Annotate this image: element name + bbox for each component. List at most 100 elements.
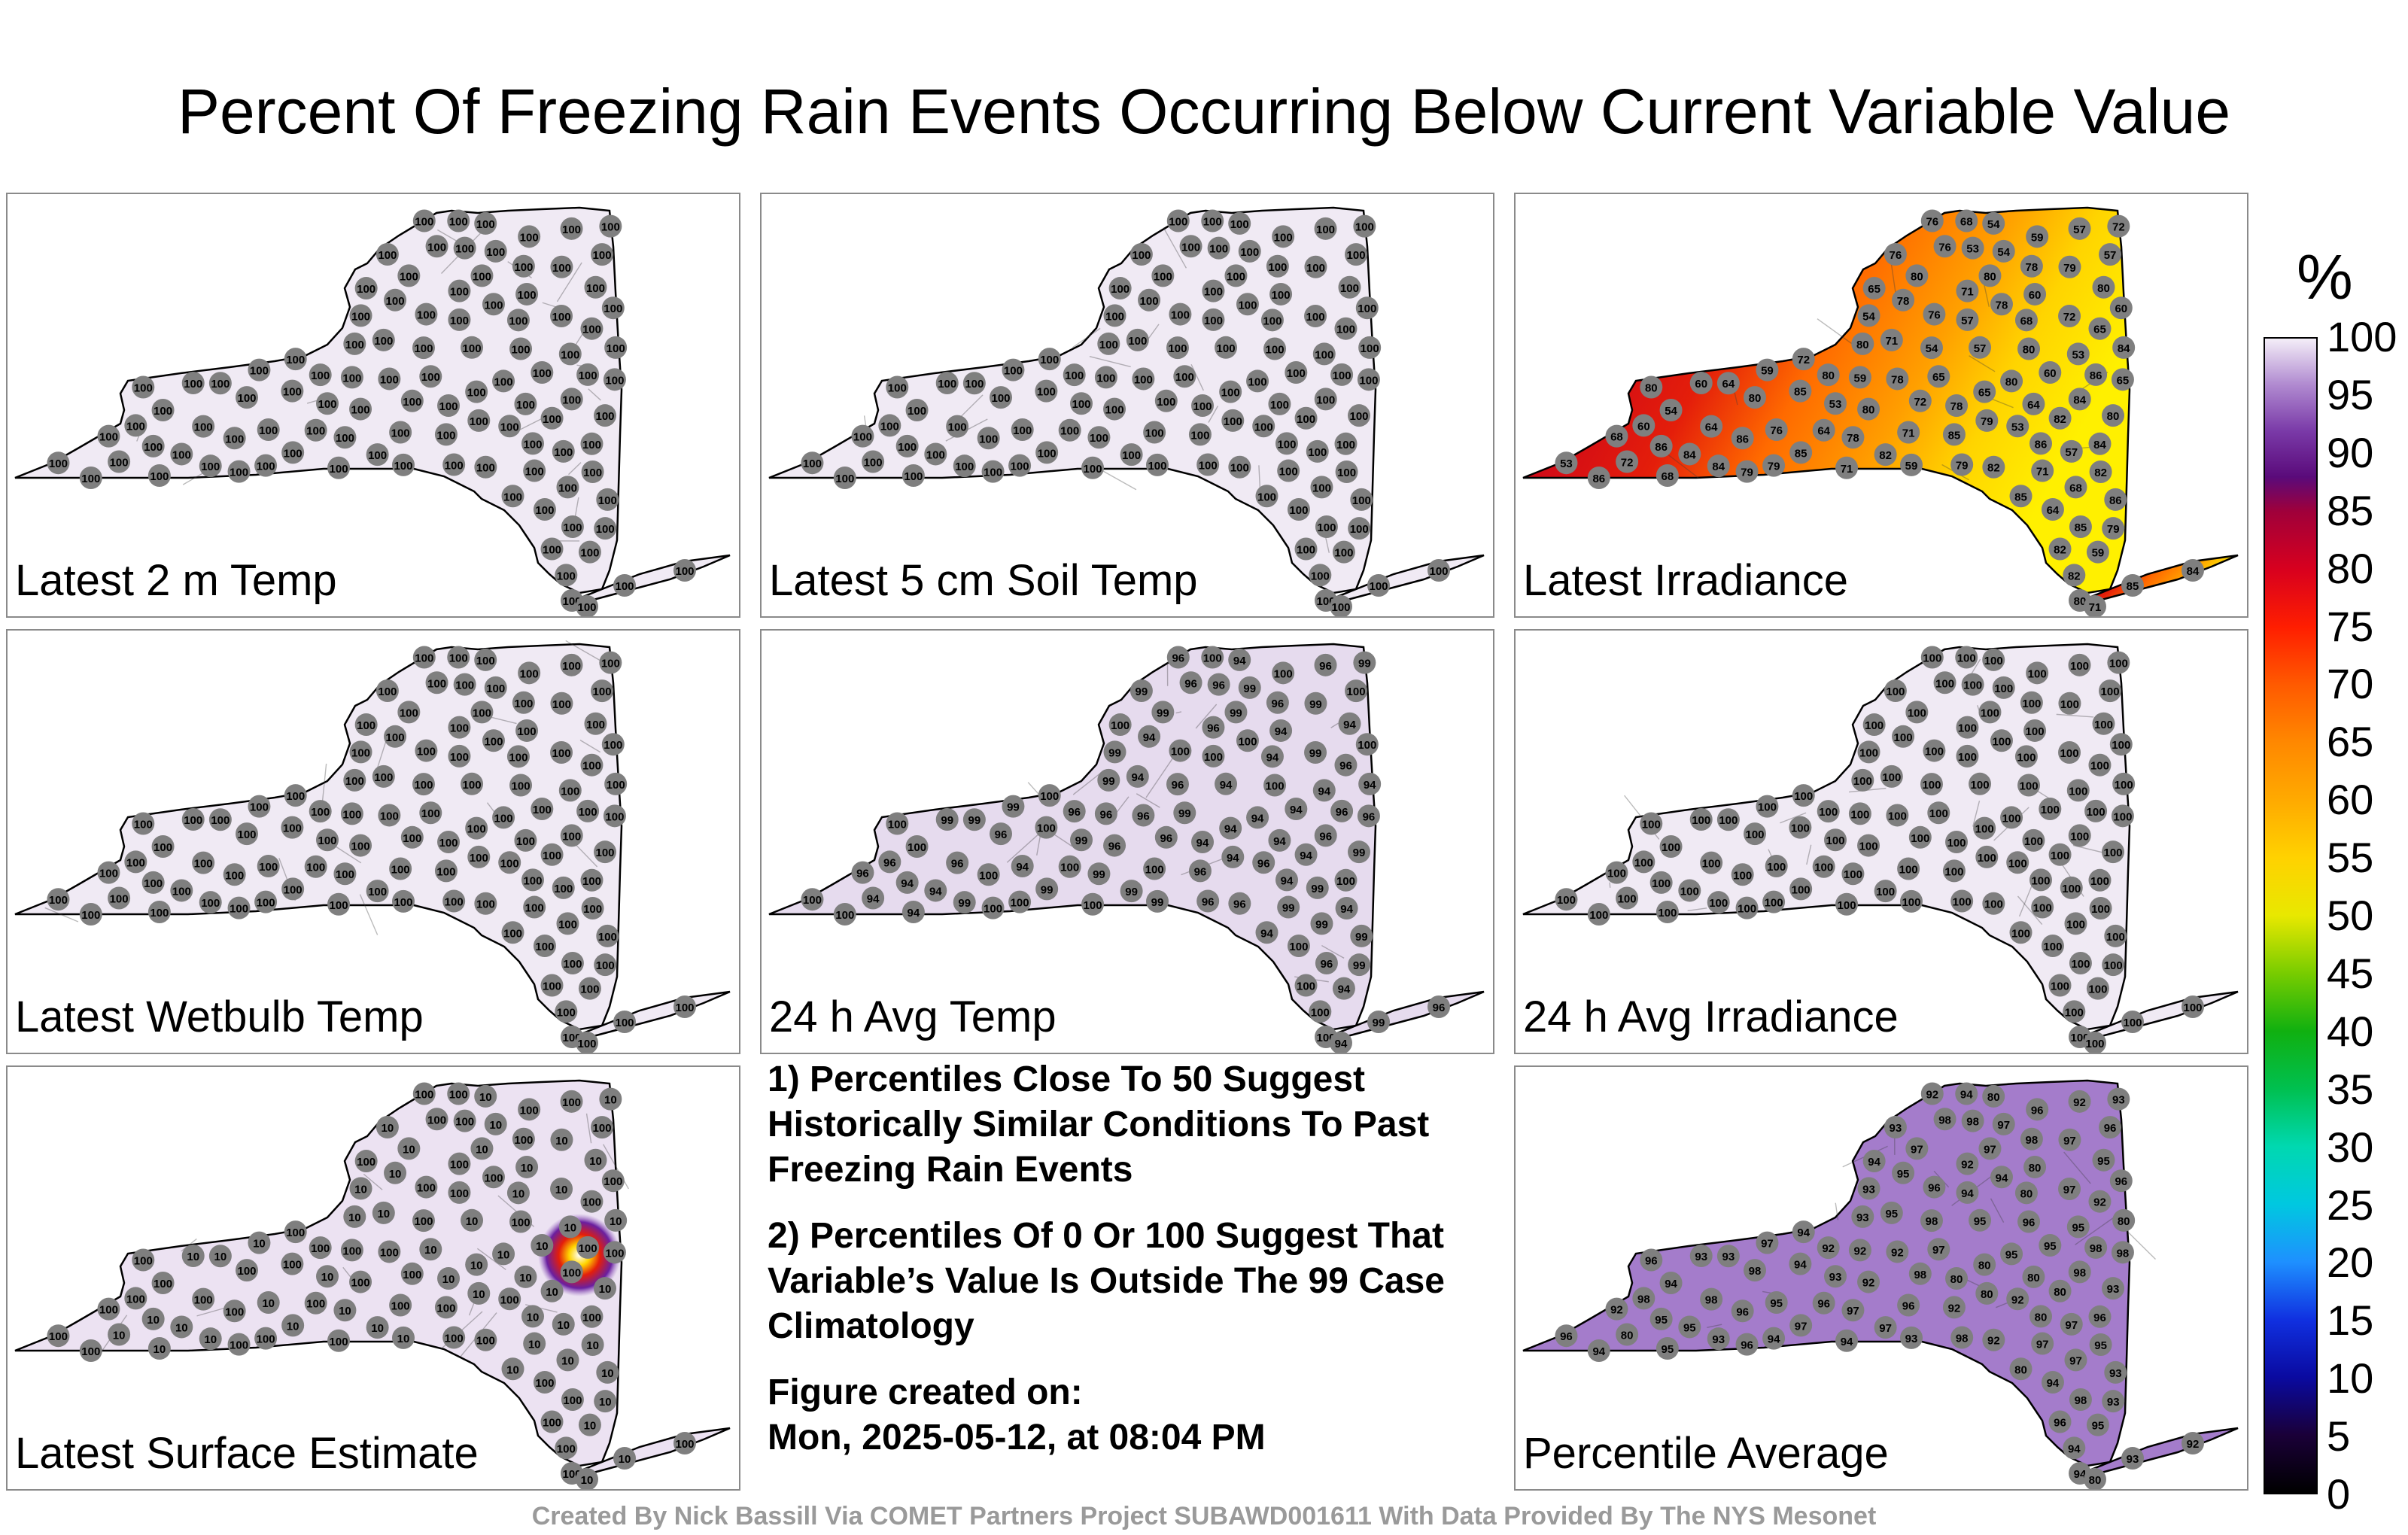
- station-marker: 100: [1173, 365, 1196, 388]
- county-line: [1321, 944, 1345, 959]
- county-line: [1990, 1198, 2005, 1223]
- station-value: 10: [589, 1155, 602, 1168]
- station-value: 100: [439, 400, 458, 413]
- station-marker: 10: [501, 1357, 524, 1381]
- station-marker: 100: [1756, 795, 1779, 818]
- station-marker: 100: [2006, 851, 2029, 874]
- station-marker: 71: [1880, 328, 1903, 351]
- station-value: 10: [287, 1320, 299, 1333]
- station-marker: 57: [1956, 308, 1979, 331]
- station-marker: 60: [1632, 414, 1655, 437]
- station-marker: 100: [97, 861, 120, 884]
- station-marker: 96: [2109, 1169, 2133, 1193]
- station-marker: 100: [981, 460, 1005, 483]
- station-value: 100: [1004, 365, 1023, 378]
- station-marker: 54: [1857, 304, 1880, 327]
- station-marker: 100: [309, 800, 332, 823]
- station-marker: 100: [425, 1108, 448, 1131]
- station-value: 100: [835, 909, 854, 922]
- station-value: 100: [563, 958, 582, 971]
- station-marker: 100: [412, 1082, 436, 1105]
- station-value: 94: [1868, 1156, 1880, 1169]
- station-marker: 100: [1202, 279, 1225, 302]
- station-marker: 100: [284, 784, 307, 807]
- station-value: 80: [1822, 369, 1835, 382]
- station-marker: 80: [2112, 1208, 2136, 1232]
- station-value: 80: [2118, 1215, 2130, 1228]
- station-marker: 94: [1955, 1082, 1978, 1105]
- county-line: [2063, 1151, 2091, 1184]
- station-value: 100: [257, 897, 275, 910]
- station-marker: 100: [340, 802, 363, 825]
- station-marker: 100: [601, 296, 625, 320]
- station-value: 80: [2014, 1363, 2027, 1376]
- station-value: 10: [389, 1168, 402, 1181]
- station-marker: 100: [521, 868, 544, 892]
- station-marker: 100: [591, 1116, 614, 1139]
- station-marker: 100: [309, 1236, 332, 1260]
- station-value: 10: [253, 1238, 266, 1251]
- station-value: 100: [1958, 751, 1977, 764]
- station-value: 85: [2014, 491, 2027, 503]
- colorbar-tick-label: 80: [2327, 544, 2374, 592]
- station-value: 100: [1038, 447, 1057, 460]
- station-marker: 100: [1294, 537, 1318, 561]
- station-value: 100: [582, 1312, 601, 1324]
- station-value: 10: [527, 1311, 540, 1324]
- station-marker: 94: [1191, 831, 1215, 854]
- station-value: 100: [2085, 1038, 2104, 1050]
- station-value: 100: [1947, 837, 1966, 850]
- station-value: 100: [1859, 746, 1878, 759]
- ny-state-map: 8279807886808584717276686459656057545382…: [1522, 206, 2239, 616]
- station-value: 100: [2017, 751, 2036, 764]
- station-marker: 100: [498, 851, 521, 874]
- station-value: 100: [1040, 354, 1059, 366]
- ny-state-map: 100 100 100 100 100 100 100 100 100 100 100 100 100 1…: [1522, 643, 2239, 1053]
- station-marker: 100: [862, 450, 885, 473]
- station-value: 10: [519, 1272, 532, 1284]
- station-marker: 60: [2023, 282, 2047, 305]
- station-value: 100: [1850, 808, 1869, 821]
- station-value: 100: [605, 374, 624, 387]
- station-value: 96: [1172, 779, 1184, 792]
- station-value: 100: [1652, 877, 1671, 890]
- station-value: 100: [99, 431, 118, 444]
- station-marker: 100: [192, 851, 215, 874]
- station-value: 96: [1339, 760, 1352, 773]
- station-marker: 76: [1920, 209, 1944, 233]
- station-value: 100: [2106, 931, 2125, 944]
- station-value: 53: [2011, 421, 2024, 433]
- station-value: 96: [1928, 1182, 1941, 1195]
- station-value: 100: [1171, 309, 1190, 322]
- station-value: 100: [2109, 658, 2128, 670]
- station-value: 10: [601, 1367, 614, 1380]
- station-marker: 100: [400, 825, 424, 849]
- station-marker: 93: [2102, 1277, 2125, 1300]
- station-marker: 100: [580, 868, 604, 892]
- station-value: 100: [1702, 858, 1721, 871]
- station-value: 100: [1145, 427, 1164, 440]
- station-marker: 100: [1126, 328, 1149, 351]
- station-marker: 100: [1306, 439, 1329, 463]
- station-value: 97: [1795, 1320, 1808, 1333]
- station-marker: 100: [425, 671, 448, 695]
- station-marker: 100: [1990, 729, 2013, 752]
- station-value: 85: [1795, 447, 1808, 460]
- station-marker: 100: [461, 336, 484, 359]
- station-marker: 93: [1857, 1177, 1880, 1200]
- station-value: 100: [2090, 875, 2109, 888]
- station-value: 82: [2054, 413, 2066, 426]
- station-marker: 100: [132, 1248, 155, 1272]
- station-value: 10: [262, 1297, 275, 1310]
- station-value: 100: [1209, 243, 1228, 256]
- panel-label: 24 h Avg Temp: [769, 992, 1057, 1041]
- station-value: 100: [1992, 735, 2011, 748]
- station-value: 100: [1618, 892, 1637, 905]
- station-marker: 100: [1038, 784, 1061, 807]
- station-marker: 100: [560, 824, 583, 847]
- station-marker: 98: [2084, 1236, 2108, 1259]
- station-value: 80: [1987, 1091, 2000, 1104]
- station-marker: 10: [461, 1208, 484, 1232]
- station-marker: 100: [1008, 890, 1032, 913]
- station-marker: 92: [1956, 1152, 1979, 1175]
